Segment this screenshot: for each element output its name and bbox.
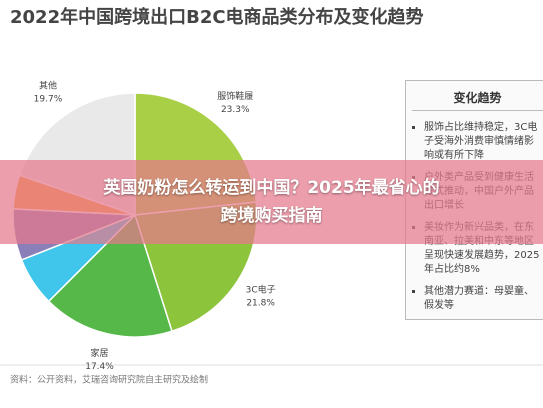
panel-item: 其他潜力赛道：母婴童、假发等 (424, 285, 543, 313)
panel-item: 服饰占比维持稳定，3C电子受海外消费审慎情绪影响或有所下降 (424, 121, 543, 163)
slice-label: 其他 (39, 79, 57, 91)
slice-label: 服饰鞋履 (217, 90, 253, 102)
panel-title: 变化趋势 (412, 89, 543, 111)
slice-label: 家居 (91, 347, 109, 359)
pie-slice (47, 213, 173, 338)
banner-line: 英国奶粉怎么转运到中国？2025年最省心的 (103, 178, 440, 198)
banner-line: 跨境购买指南 (220, 206, 323, 226)
chart-title: 2022年中国跨境出口B2C电商品类分布及变化趋势 (10, 6, 424, 28)
slice-value: 23.3% (221, 105, 250, 115)
slice-value: 17.4% (85, 362, 114, 372)
slice-label: 3C电子 (246, 283, 276, 295)
banner: 英国奶粉怎么转运到中国？2025年最省心的 跨境购买指南 (0, 160, 543, 244)
source: 资料：公开资料，艾瑞咨询研究院自主研究及绘制 (10, 374, 208, 386)
slice-value: 21.8% (246, 298, 275, 308)
slice-value: 19.7% (34, 94, 63, 104)
